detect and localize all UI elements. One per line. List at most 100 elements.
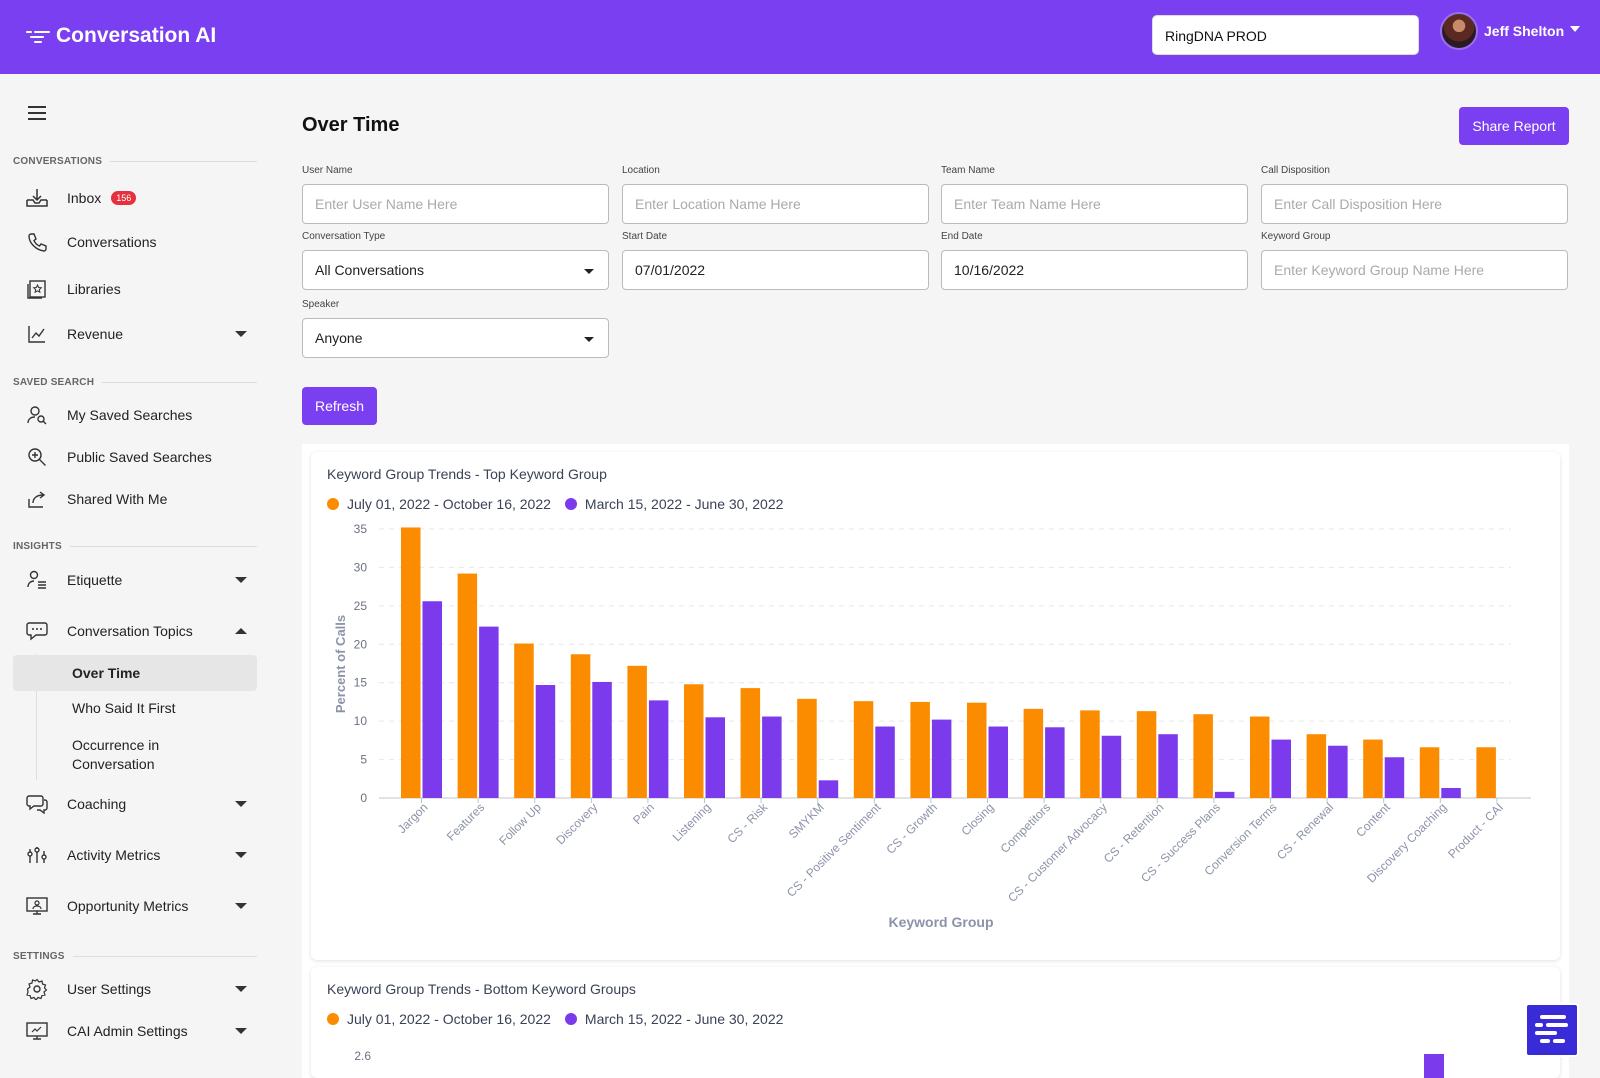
chart-bar[interactable]	[1384, 757, 1405, 798]
org-selector[interactable]: RingDNA PROD	[1152, 15, 1419, 55]
chart-bar[interactable]	[853, 701, 874, 798]
chart-bar[interactable]	[988, 726, 1009, 798]
user-menu[interactable]: Jeff Shelton	[1440, 12, 1581, 50]
chart-bar[interactable]	[1419, 747, 1440, 798]
chart-bar[interactable]	[627, 665, 647, 798]
chart-bar[interactable]	[479, 626, 499, 798]
chart-bar[interactable]	[1045, 727, 1065, 798]
sidebar-item-activity-metrics[interactable]: Activity Metrics	[25, 840, 257, 870]
sidebar-item-coaching[interactable]: Coaching	[25, 789, 257, 819]
sidebar-item-opportunity-metrics[interactable]: Opportunity Metrics	[25, 891, 257, 921]
chat-bubbles-icon	[25, 792, 49, 816]
chart-legend: July 01, 2022 - October 16, 2022 March 1…	[327, 496, 797, 512]
chart-bar[interactable]	[1158, 734, 1178, 798]
x-tick-label: CS - Customer Advocacy	[1005, 800, 1110, 905]
chart-bar[interactable]	[457, 573, 478, 798]
share-report-button[interactable]: Share Report	[1459, 107, 1569, 145]
top-keyword-bar-chart: 0 5 10 15 20 25 30 35 Jargon Features Follow Up Dis…	[333, 522, 1531, 930]
x-tick-label: Closing	[958, 800, 996, 838]
monitor-icon	[25, 894, 49, 918]
speaker-select[interactable]: Anyone	[302, 318, 609, 358]
sidebar-item-shared-with-me[interactable]: Shared With Me	[25, 484, 257, 514]
legend-item[interactable]: March 15, 2022 - June 30, 2022	[564, 1011, 783, 1027]
sidebar-item-public-saved-searches[interactable]: Public Saved Searches	[25, 442, 257, 472]
legend-item[interactable]: March 15, 2022 - June 30, 2022	[564, 496, 783, 512]
chevron-down-icon	[235, 1028, 247, 1034]
user-name: Jeff Shelton	[1484, 23, 1565, 39]
top-keyword-chart-card: Keyword Group Trends - Top Keyword Group…	[311, 452, 1560, 960]
chart-bar[interactable]	[1080, 710, 1100, 798]
chart-bar[interactable]	[1136, 711, 1157, 798]
user-name-input[interactable]: Enter User Name Here	[302, 184, 609, 224]
sidebar-item-conversations[interactable]: Conversations	[25, 227, 257, 257]
chart-bar[interactable]	[1271, 739, 1292, 798]
sidebar-subitem-occurrence[interactable]: Occurrence in Conversation	[58, 736, 258, 774]
sidebar-item-libraries[interactable]: Libraries	[25, 274, 257, 304]
sidebar-item-label: Etiquette	[67, 572, 123, 588]
refresh-button[interactable]: Refresh	[302, 387, 377, 425]
chart-bar[interactable]	[1250, 716, 1270, 798]
app-brand[interactable]: Conversation AI	[26, 24, 216, 48]
chart-bar[interactable]	[592, 681, 612, 798]
legend-item[interactable]: July 01, 2022 - October 16, 2022	[327, 1011, 551, 1027]
chart-bar[interactable]	[762, 716, 782, 798]
chart-bar[interactable]	[535, 685, 556, 798]
sidebar-item-label: Shared With Me	[67, 491, 168, 507]
chart-bar[interactable]	[910, 701, 930, 798]
chart-bar[interactable]	[875, 726, 895, 798]
chart-bar[interactable]	[648, 700, 669, 798]
sidebar-subitem-over-time[interactable]: Over Time	[13, 655, 257, 691]
chart-bar[interactable]	[514, 643, 534, 798]
sidebar-subitem-who-said-it-first[interactable]: Who Said It First	[72, 700, 176, 716]
legend-item[interactable]: July 01, 2022 - October 16, 2022	[327, 496, 551, 512]
legend-label: July 01, 2022 - October 16, 2022	[347, 496, 551, 512]
chart-bar[interactable]	[1441, 788, 1461, 798]
sidebar-item-my-saved-searches[interactable]: My Saved Searches	[25, 400, 257, 430]
assistant-chat-button[interactable]	[1525, 1003, 1579, 1057]
user-name-label: User Name	[302, 165, 353, 176]
sidebar-item-cai-admin-settings[interactable]: CAI Admin Settings	[25, 1016, 257, 1046]
top-bar: Conversation AI RingDNA PROD Jeff Shelto…	[0, 0, 1600, 74]
location-input[interactable]: Enter Location Name Here	[622, 184, 929, 224]
chart-bar[interactable]	[1363, 739, 1383, 798]
app-title: Conversation AI	[56, 24, 217, 47]
chart-bar[interactable]	[1476, 747, 1496, 798]
sidebar: CONVERSATIONS Inbox 156 Conversations Li…	[0, 74, 270, 1078]
sidebar-item-etiquette[interactable]: Etiquette	[25, 565, 257, 595]
call-disposition-input[interactable]: Enter Call Disposition Here	[1261, 184, 1568, 224]
sidebar-item-conversation-topics[interactable]: Conversation Topics	[25, 616, 257, 646]
sidebar-item-revenue[interactable]: Revenue	[25, 319, 257, 349]
y-axis-label: Percent of Calls	[333, 615, 348, 713]
chart-bar[interactable]	[422, 601, 443, 798]
chart-bar[interactable]	[1424, 1054, 1444, 1078]
chart-bar[interactable]	[570, 654, 591, 798]
start-date-input[interactable]: 07/01/2022	[622, 250, 929, 290]
sidebar-item-label: Opportunity Metrics	[67, 898, 189, 914]
chart-bar[interactable]	[684, 684, 704, 798]
team-name-label: Team Name	[941, 165, 995, 176]
chart-bar[interactable]	[740, 688, 761, 798]
chart-bar[interactable]	[818, 780, 839, 798]
chart-bar[interactable]	[1101, 735, 1122, 798]
chart-bar[interactable]	[1328, 745, 1348, 798]
end-date-input[interactable]: 10/16/2022	[941, 250, 1248, 290]
chart-bar[interactable]	[967, 702, 987, 798]
chart-bar[interactable]	[705, 717, 726, 798]
chart-bar[interactable]	[1306, 734, 1327, 798]
x-tick-label: Jargon	[395, 800, 431, 836]
sidebar-item-user-settings[interactable]: User Settings	[25, 974, 257, 1004]
chevron-down-icon	[584, 269, 594, 274]
chart-bar[interactable]	[931, 719, 952, 798]
sidebar-item-inbox[interactable]: Inbox 156	[25, 183, 257, 213]
chart-bar[interactable]	[797, 698, 817, 798]
chart-bar[interactable]	[1023, 708, 1044, 798]
y-tick-label: 30	[354, 560, 368, 574]
sidebar-item-label: Libraries	[67, 281, 121, 297]
menu-icon[interactable]	[28, 106, 46, 120]
team-name-input[interactable]: Enter Team Name Here	[941, 184, 1248, 224]
chart-bar[interactable]	[401, 527, 421, 798]
chart-bar[interactable]	[1193, 714, 1213, 798]
conversation-type-select[interactable]: All Conversations	[302, 250, 609, 290]
keyword-group-input[interactable]: Enter Keyword Group Name Here	[1261, 250, 1568, 290]
chart-bar[interactable]	[1214, 791, 1235, 798]
